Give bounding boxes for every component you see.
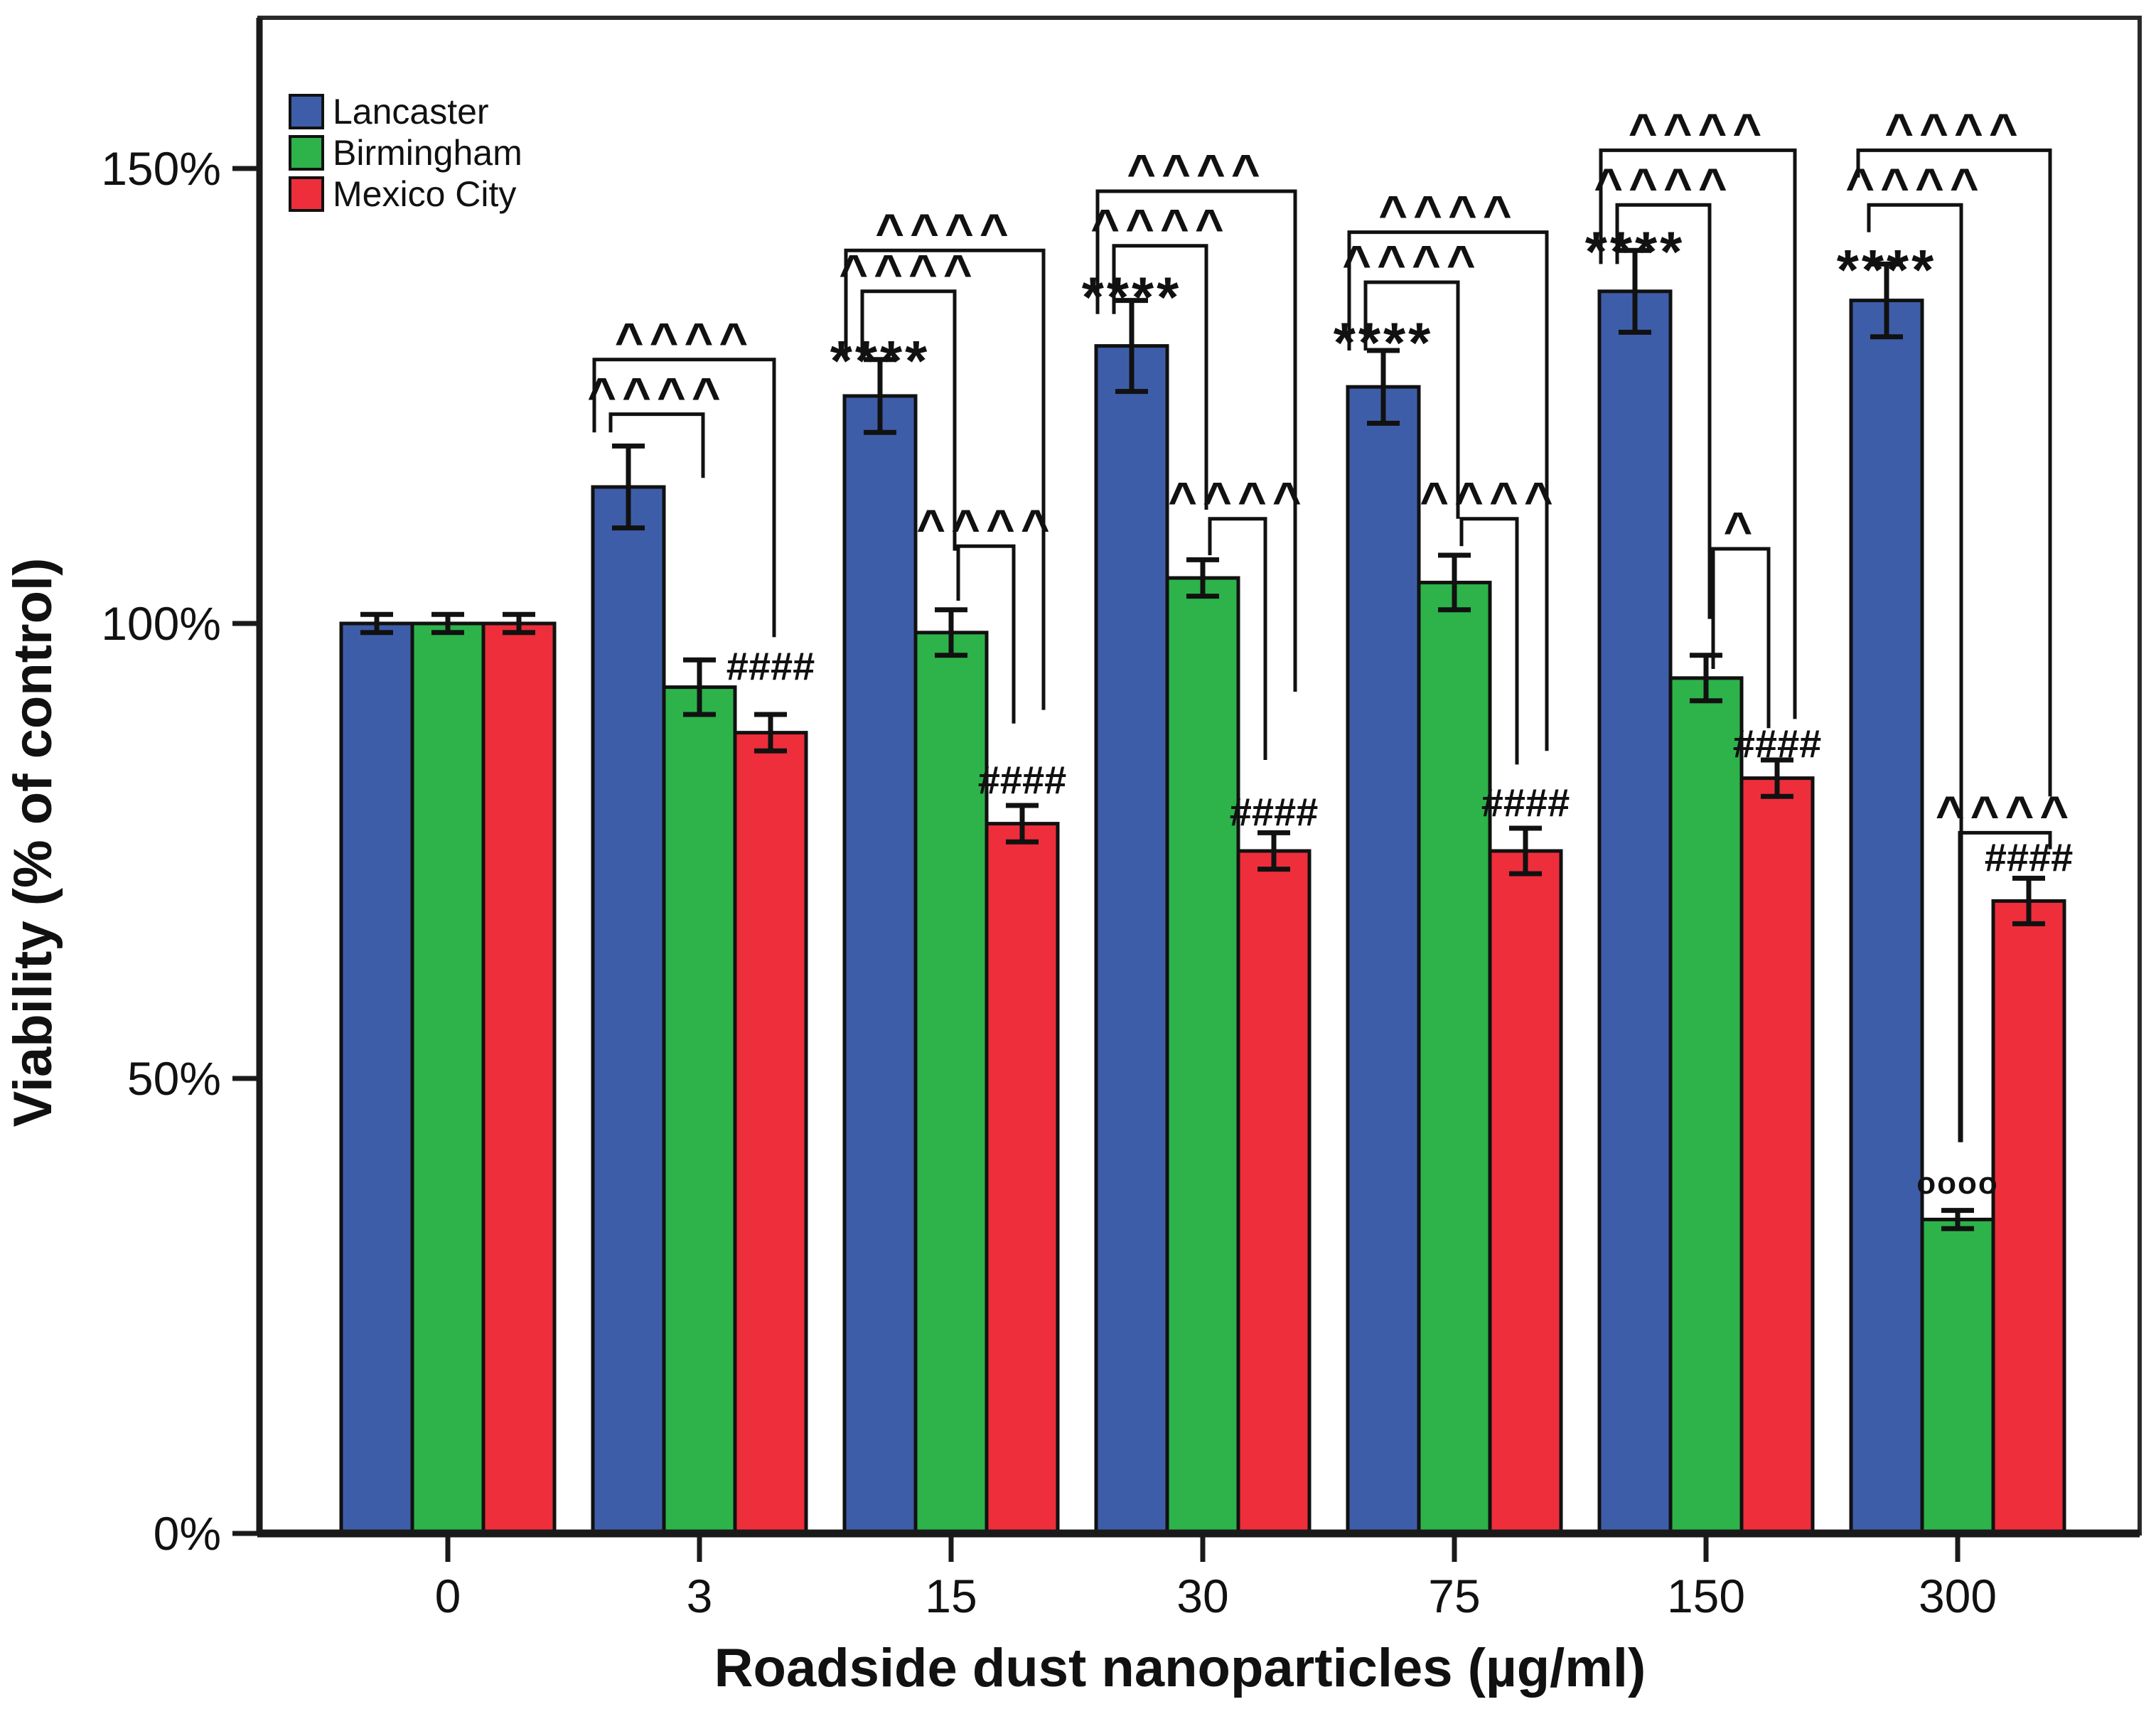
x-tick-label-3: 3 [687,1570,713,1622]
bar-lancaster-30 [1094,344,1169,1536]
chart-generated-layer: 0%50%100%150%0 3 15 30 75 150 300*************… [101,16,2142,1622]
bracket-75-0-1-label: ^^^^ [1342,235,1481,291]
bracket-300-0-1 [1867,203,1963,1142]
bracket-150-0-1 [1615,203,1712,619]
bracket-150-0-2 [1599,148,1797,719]
bracket-15-0-1-label: ^^^^ [839,245,978,300]
bracket-30-0-1 [1112,244,1208,510]
annotation-hashes-75: #### [1481,781,1570,825]
bar-birmingham-30 [1165,576,1240,1536]
bracket-30-0-1-label: ^^^^ [1090,199,1230,255]
legend-label-birmingham: Birmingham [333,133,522,173]
bar-birmingham-300 [1920,1217,1995,1536]
bar-mexico-city-300 [1991,899,2066,1536]
bracket-75-0-1 [1363,280,1460,519]
x-tick-label-300: 300 [1919,1570,1997,1622]
bracket-3-0-1-label: ^^^^ [587,368,726,423]
bracket-300-1-2-label: ^^^^ [1936,786,2075,842]
bracket-300-0-1-label: ^^^^ [1845,158,1985,213]
bracket-150-0-2-label: ^^^^ [1629,104,1768,159]
bar-birmingham-150 [1668,676,1744,1536]
x-tick-label-150: 150 [1667,1570,1745,1622]
bracket-75-0-2 [1347,230,1549,751]
x-tick-label-15: 15 [925,1570,977,1622]
bracket-30-0-2-label: ^^^^ [1127,144,1266,200]
bracket-30-0-2 [1095,189,1297,692]
annotation-hashes-15: #### [978,758,1067,803]
annotation-hashes-300: #### [1985,835,2074,879]
x-tick-label-75: 75 [1428,1570,1480,1622]
x-tick-label-30: 30 [1176,1570,1228,1622]
y-tick-label-50: 50% [127,1052,221,1105]
annotation-hashes-3: #### [726,644,815,689]
bar-lancaster-75 [1346,385,1421,1536]
bar-lancaster-15 [842,394,918,1536]
annotation-stars-300: **** [1837,238,1937,301]
bracket-75-1-2 [1459,517,1519,765]
y-axis-title: Viability (% of control) [3,558,63,1128]
axis-titles: Roadside dust nanoparticles (µg/ml) Viab… [3,558,1646,1698]
bracket-150-1-2 [1711,547,1771,729]
y-tick-label-150: 150% [101,142,221,195]
bracket-15-1-2 [956,544,1016,724]
bar-mexico-city-75 [1488,849,1563,1536]
bar-mexico-city-0 [481,621,557,1536]
bar-lancaster-150 [1597,289,1673,1536]
bracket-30-1-2 [1208,517,1267,760]
bracket-75-1-2-label: ^^^^ [1420,472,1559,527]
bracket-150-1-2-label: ^ [1724,502,1759,557]
bar-lancaster-3 [591,485,666,1536]
bracket-3-0-1 [608,412,705,478]
y-tick-label-0: 0% [154,1507,221,1560]
bracket-300-1-2 [1958,830,2052,1142]
bar-lancaster-0 [339,621,414,1536]
bracket-3-0-2-label: ^^^^ [615,313,754,368]
bracket-3-0-2 [592,358,776,638]
bracket-30-1-2-label: ^^^^ [1168,472,1307,527]
bar-birmingham-75 [1417,580,1492,1536]
bracket-75-0-2-label: ^^^^ [1378,186,1518,241]
bracket-15-0-2 [844,248,1046,710]
bracket-15-0-2-label: ^^^^ [875,203,1014,259]
bracket-150-0-1-label: ^^^^ [1594,158,1733,213]
y-tick-label-100: 100% [101,597,221,650]
bar-birmingham-0 [410,621,486,1536]
bar-mexico-city-3 [733,731,808,1536]
annotation-hashes-30: #### [1230,789,1319,834]
legend-label-lancaster: Lancaster [333,92,489,132]
bar-birmingham-3 [662,685,737,1536]
x-tick-label-0: 0 [435,1570,461,1622]
annotation-hashes-150: #### [1733,721,1822,766]
x-axis-title: Roadside dust nanoparticles (µg/ml) [714,1638,1646,1698]
bar-birmingham-15 [913,631,989,1536]
annotation-rings-300: oooo [1916,1166,1999,1201]
legend-label-mexico-city: Mexico City [333,174,516,214]
bar-mexico-city-30 [1236,849,1312,1536]
legend-swatch-mexico-city [289,176,324,212]
bar-mexico-city-15 [985,822,1060,1536]
legend-swatch-lancaster [289,94,324,129]
legend-swatch-birmingham [289,135,324,171]
bracket-300-0-2-label: ^^^^ [1884,104,2024,159]
bar-lancaster-300 [1849,299,1924,1536]
bracket-15-1-2-label: ^^^^ [916,499,1056,555]
bar-mexico-city-150 [1739,776,1815,1536]
bracket-300-0-2 [1856,148,2052,797]
bracket-15-0-1 [860,289,957,551]
